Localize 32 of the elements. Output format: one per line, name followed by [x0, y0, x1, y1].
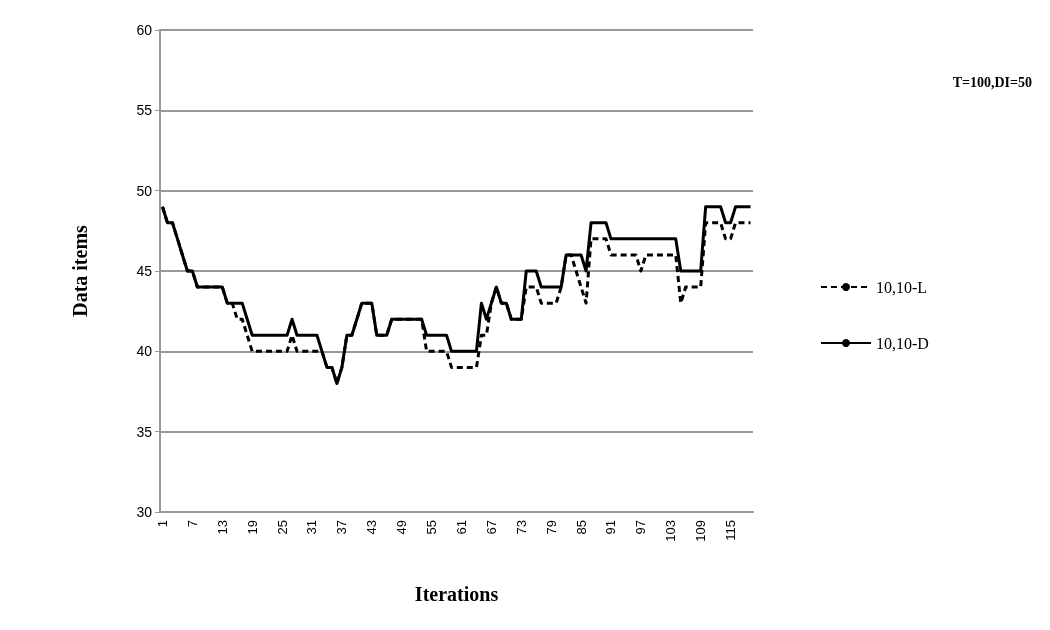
- x-tick-label: 109: [693, 520, 709, 542]
- legend-label: 10,10-L: [876, 278, 928, 296]
- y-tick-label: 45: [136, 263, 153, 279]
- x-tick-label: 7: [184, 520, 200, 528]
- x-tick-label: 19: [244, 520, 260, 535]
- y-tick-label: 60: [136, 22, 153, 38]
- x-tick-label: 25: [274, 520, 290, 535]
- x-tick-label: 13: [214, 520, 230, 535]
- x-tick-label: 91: [603, 520, 619, 535]
- x-axis-title: Iterations: [414, 583, 499, 605]
- x-tick-label: 43: [364, 520, 380, 535]
- text: T=100,DI=50: [952, 74, 1033, 90]
- y-axis-title: Data items: [69, 224, 91, 317]
- x-tick-label: 73: [513, 520, 529, 535]
- x-tick-label: 31: [304, 520, 320, 535]
- x-tick-label: 49: [394, 520, 410, 535]
- x-tick-label: 97: [633, 520, 649, 535]
- x-tick-label: 115: [723, 520, 739, 541]
- x-tick-label: 55: [424, 520, 440, 535]
- x-tick-label: 103: [663, 520, 679, 542]
- x-tick-label: 67: [483, 520, 499, 535]
- y-tick-label: 40: [136, 343, 153, 360]
- x-tick-label: 1: [154, 520, 170, 528]
- legend-label: 10,10-D: [876, 334, 929, 352]
- x-tick-label: 85: [573, 520, 589, 535]
- x-tick-label: 79: [543, 520, 559, 535]
- x-tick-label: 37: [334, 520, 350, 535]
- y-tick-label: 35: [136, 423, 153, 440]
- y-tick-label: 30: [136, 504, 153, 520]
- y-tick-label: 50: [136, 182, 153, 199]
- x-tick-label: 61: [453, 520, 469, 535]
- y-tick-label: 55: [136, 102, 153, 119]
